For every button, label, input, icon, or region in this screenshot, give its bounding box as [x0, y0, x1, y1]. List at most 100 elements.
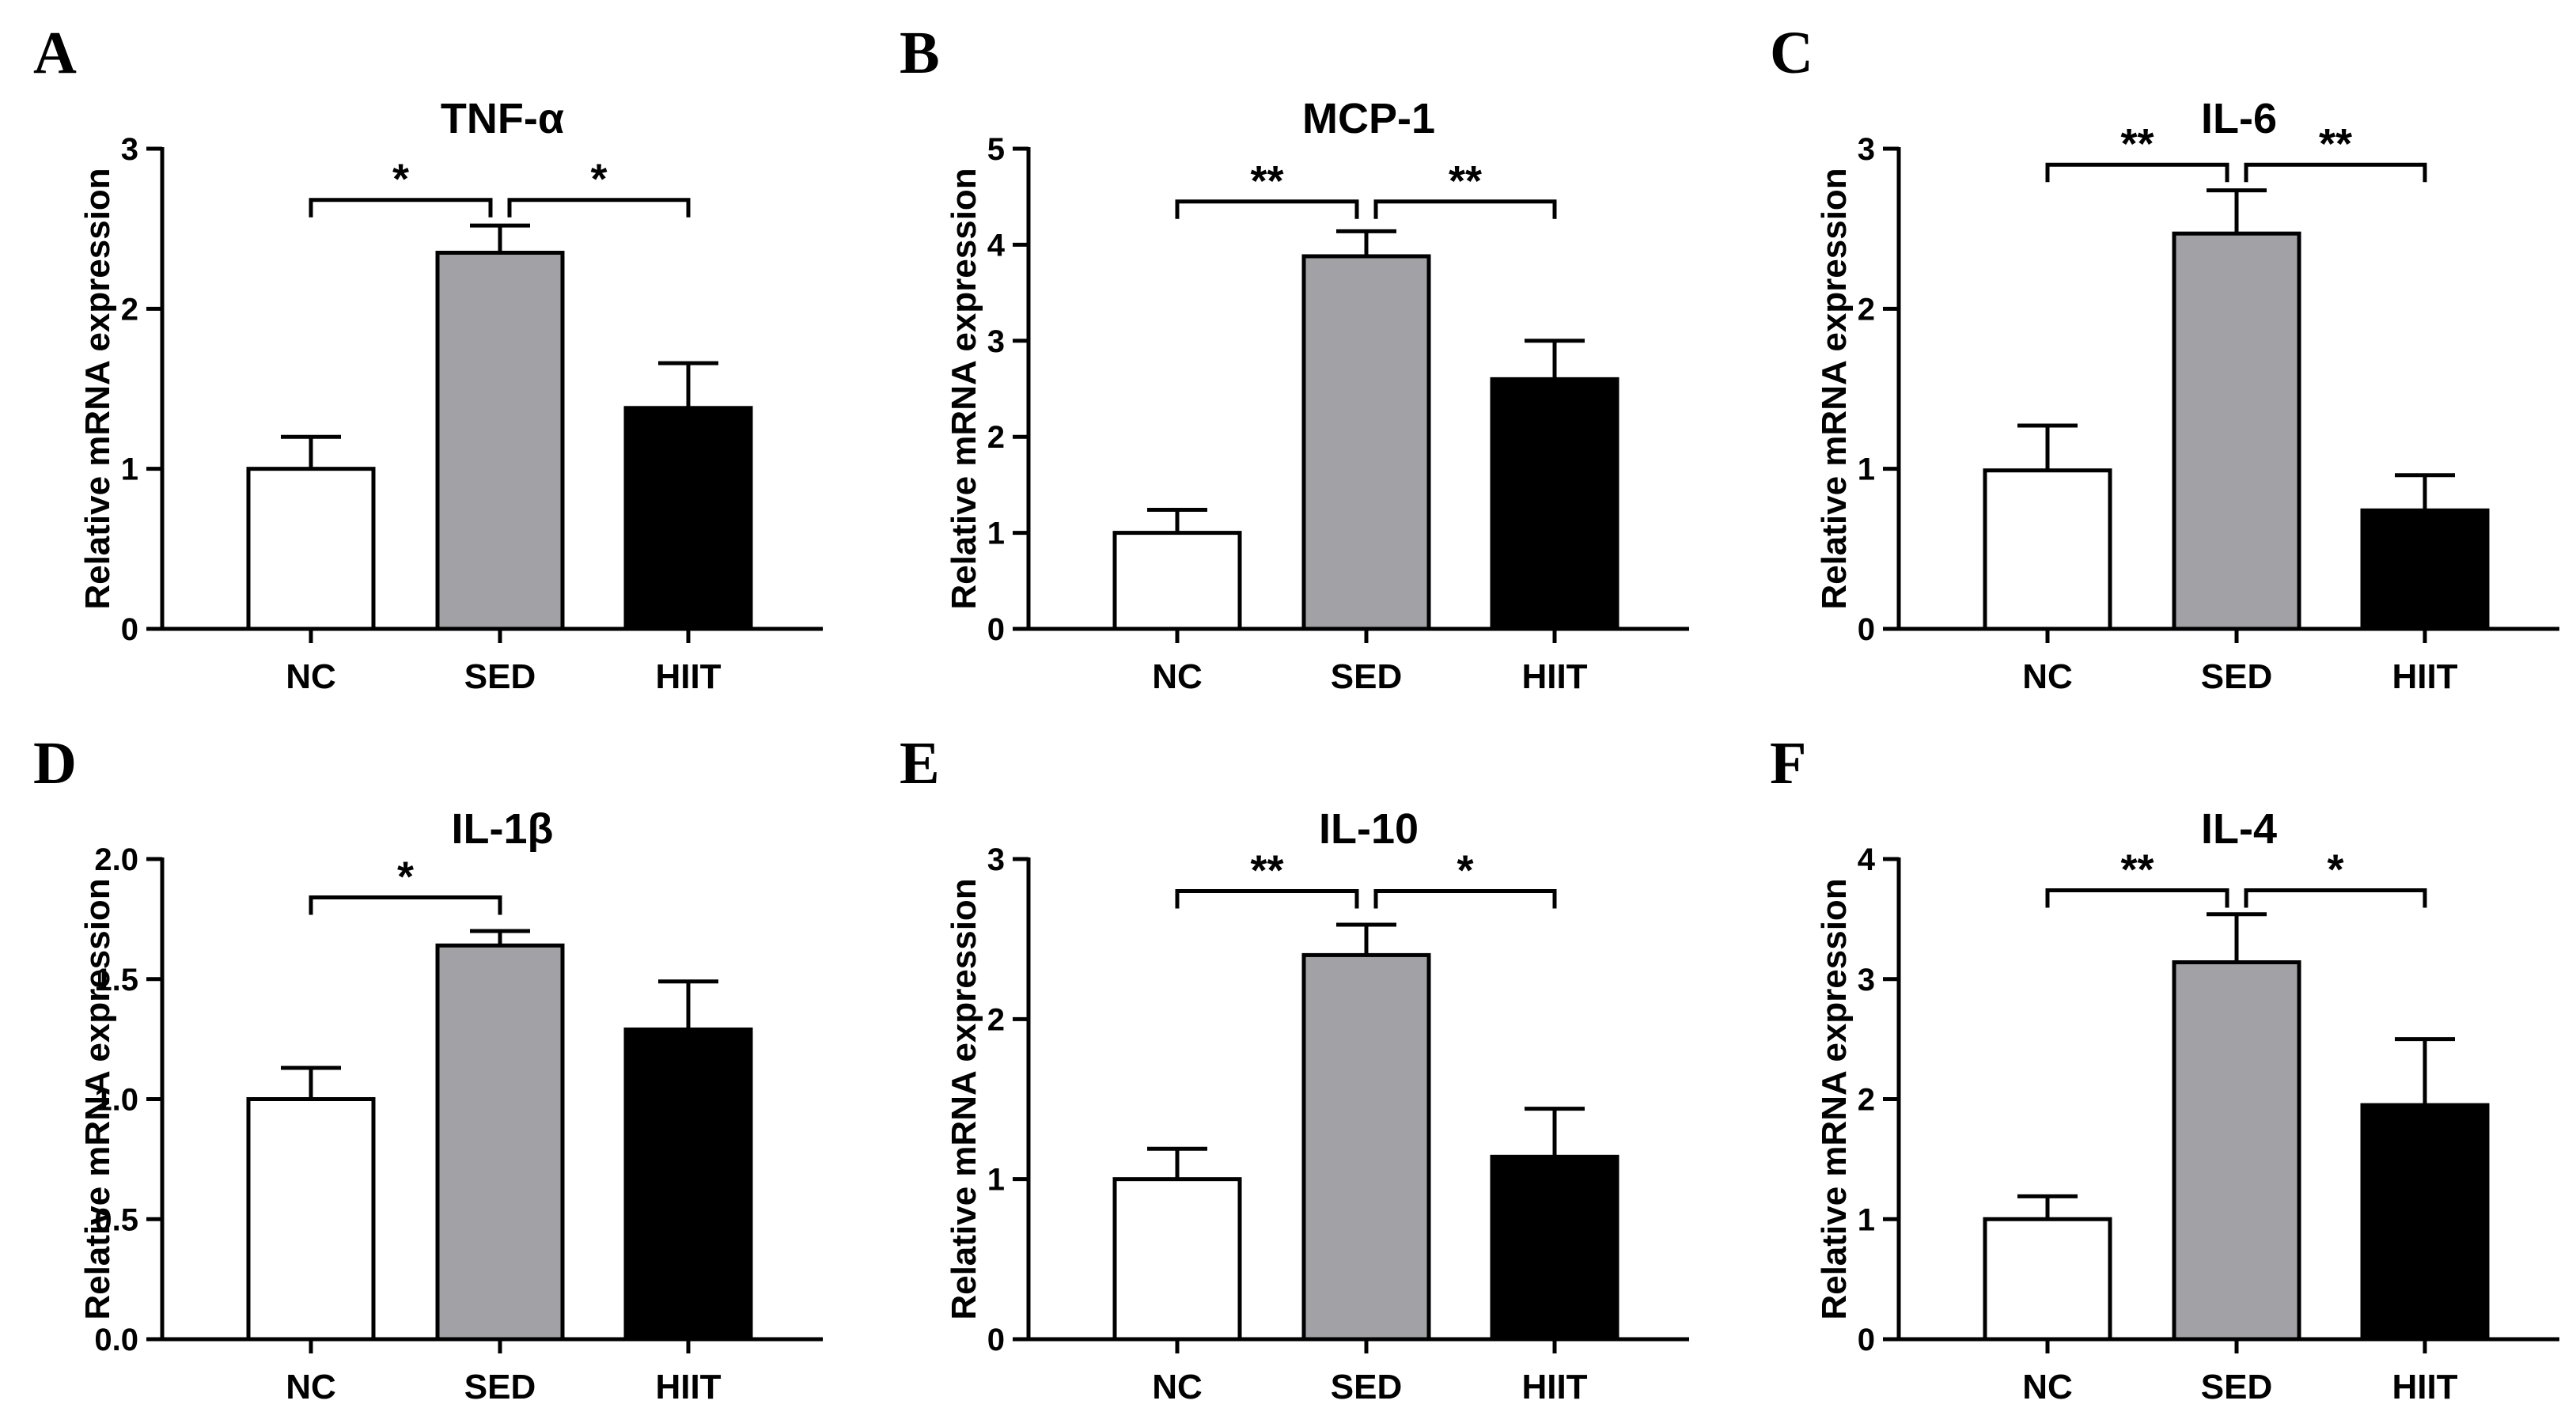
y-axis-label: Relative mRNA expression — [945, 168, 983, 609]
significance-label: ** — [2319, 120, 2352, 168]
chart-title: IL-10 — [1319, 805, 1419, 853]
significance-bracket — [1373, 199, 1557, 219]
category-label-hiit: HIIT — [1521, 1368, 1587, 1406]
y-tick-label: 1 — [987, 517, 1005, 551]
bar-sed — [1301, 952, 1431, 1342]
category-label-sed: SED — [1331, 657, 1402, 696]
significance-bracket — [1373, 888, 1557, 909]
bar-nc — [1112, 531, 1242, 631]
bar-hiit — [2360, 1103, 2490, 1342]
y-tick-label: 3 — [987, 324, 1005, 359]
y-tick-label: 1 — [1858, 452, 1875, 487]
significance-bracket — [1175, 888, 1359, 909]
significance-bracket — [2244, 888, 2427, 908]
bar-sed — [2172, 231, 2301, 631]
y-tick-label: 2 — [121, 292, 138, 327]
significance-label: ** — [1250, 157, 1283, 205]
bar-hiit — [623, 406, 753, 631]
y-tick-label: 1.5 — [94, 963, 138, 997]
bar-nc — [246, 467, 376, 631]
y-tick-label: 2 — [1858, 292, 1875, 327]
significance-label: ** — [2120, 120, 2154, 168]
significance-bracket — [2045, 888, 2229, 908]
y-tick-label: 2 — [987, 1002, 1005, 1037]
category-label-hiit: HIIT — [1521, 657, 1587, 696]
y-tick-label: 4 — [987, 228, 1006, 263]
significance-bracket — [2045, 162, 2229, 183]
panel-letter: C — [1770, 20, 1813, 86]
bar-nc — [1112, 1177, 1242, 1342]
category-label-hiit: HIIT — [2392, 1368, 2457, 1406]
y-tick-label: 1.0 — [94, 1083, 138, 1118]
category-label-sed: SED — [464, 657, 536, 696]
bar-nc — [246, 1097, 376, 1342]
y-tick-label: 0 — [987, 612, 1005, 647]
category-label-sed: SED — [1331, 1368, 1402, 1406]
category-label-hiit: HIIT — [2392, 657, 2457, 696]
significance-bracket — [309, 198, 493, 218]
category-label-nc: NC — [286, 657, 336, 696]
y-tick-label: 3 — [987, 842, 1005, 877]
bar-hiit — [1490, 1154, 1619, 1342]
y-tick-label: 0 — [1858, 612, 1875, 647]
category-label-nc: NC — [1152, 1368, 1203, 1406]
category-label-nc: NC — [286, 1368, 336, 1406]
category-label-nc: NC — [2022, 1368, 2073, 1406]
category-label-hiit: HIIT — [655, 1368, 721, 1406]
category-label-nc: NC — [1152, 657, 1203, 696]
significance-label: * — [2327, 846, 2343, 893]
panel-letter: B — [900, 20, 940, 86]
bar-sed — [435, 943, 565, 1342]
chart-title: MCP-1 — [1302, 95, 1435, 142]
significance-label: * — [392, 156, 409, 203]
y-axis-label: Relative mRNA expression — [945, 878, 983, 1319]
panel-letter: A — [33, 20, 77, 86]
y-tick-label: 5 — [987, 132, 1005, 167]
significance-bracket — [309, 895, 502, 915]
chart-title: IL-6 — [2201, 95, 2277, 142]
significance-bracket — [507, 198, 691, 218]
y-tick-label: 0 — [1858, 1323, 1875, 1357]
y-tick-label: 3 — [121, 132, 138, 167]
panel-d: D IL-1β Relative mRNA expression 0.0 0.5 1.0 1… — [33, 730, 823, 1406]
y-axis-label: Relative mRNA expression — [78, 168, 117, 609]
y-axis-label: Relative mRNA expression — [1815, 168, 1854, 609]
category-label-sed: SED — [2201, 657, 2272, 696]
chart-title: IL-1β — [452, 805, 554, 853]
y-tick-label: 1 — [1858, 1202, 1875, 1237]
y-tick-label: 0 — [987, 1323, 1005, 1357]
bar-sed — [435, 251, 565, 631]
y-tick-label: 1 — [987, 1163, 1005, 1198]
chart-title: TNF-α — [441, 95, 564, 142]
category-label-hiit: HIIT — [655, 657, 721, 696]
significance-bracket — [2244, 162, 2427, 183]
bar-hiit — [1490, 377, 1619, 631]
bar-hiit — [2360, 508, 2490, 631]
panel-letter: D — [33, 730, 77, 797]
category-label-sed: SED — [2201, 1368, 2272, 1406]
y-tick-label: 4 — [1858, 842, 1876, 877]
y-tick-label: 0 — [121, 612, 138, 647]
panel-letter: F — [1770, 730, 1806, 797]
significance-label: * — [1457, 846, 1473, 894]
significance-label: * — [590, 156, 607, 203]
bar-sed — [2172, 960, 2301, 1342]
significance-label: * — [397, 854, 414, 901]
bar-nc — [1983, 468, 2112, 631]
significance-label: ** — [2120, 846, 2154, 893]
y-axis-label: Relative mRNA expression — [78, 878, 117, 1319]
y-tick-label: 1 — [121, 452, 138, 487]
category-label-sed: SED — [464, 1368, 536, 1406]
y-tick-label: 3 — [1858, 132, 1875, 167]
y-axis-label: Relative mRNA expression — [1815, 878, 1854, 1319]
bar-nc — [1983, 1217, 2112, 1342]
y-tick-label: 2 — [987, 420, 1005, 455]
significance-label: ** — [1449, 157, 1482, 205]
y-tick-label: 0.5 — [94, 1202, 138, 1237]
